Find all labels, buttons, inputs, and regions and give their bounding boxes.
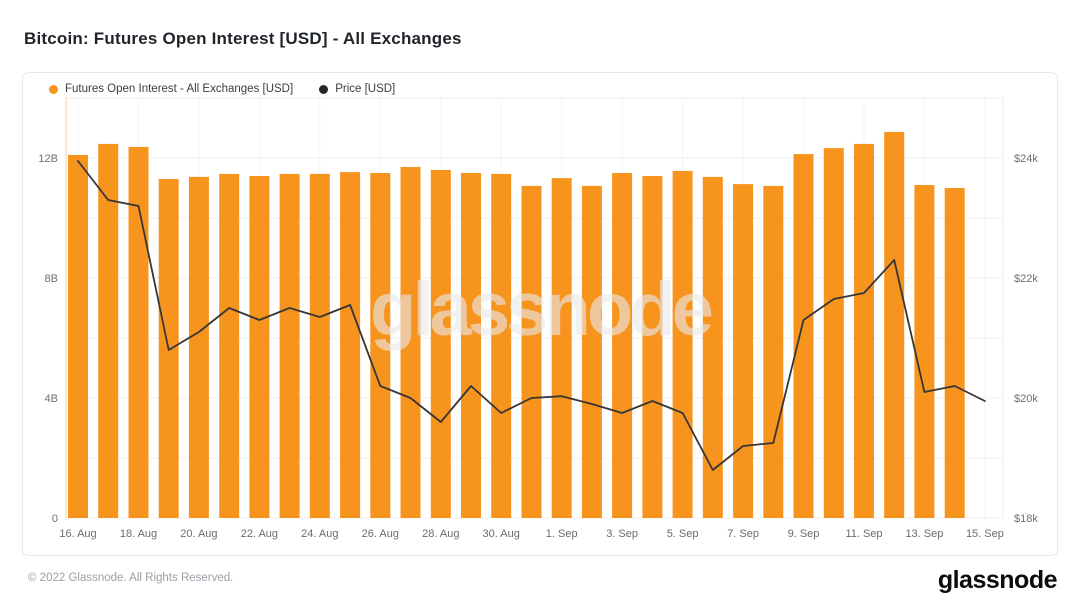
- right-axis-tick-label: $24k: [1014, 153, 1038, 165]
- open-interest-bar[interactable]: [612, 173, 633, 518]
- open-interest-bar[interactable]: [400, 167, 421, 518]
- x-axis-tick-label: 13. Sep: [905, 528, 943, 540]
- x-axis-tick-label: 16. Aug: [59, 528, 96, 540]
- open-interest-bar[interactable]: [854, 143, 874, 518]
- x-axis-tick-label: 24. Aug: [301, 528, 338, 540]
- x-axis-tick-label: 11. Sep: [845, 528, 882, 540]
- open-interest-bar[interactable]: [370, 173, 391, 518]
- x-axis-tick-label: 26. Aug: [362, 528, 399, 540]
- open-interest-bar[interactable]: [642, 176, 663, 518]
- x-axis-tick-label: 30. Aug: [483, 528, 520, 540]
- open-interest-bar[interactable]: [279, 173, 300, 518]
- chart-legend: Futures Open Interest - All Exchanges [U…: [49, 83, 395, 95]
- open-interest-bar[interactable]: [702, 176, 723, 518]
- open-interest-bar[interactable]: [763, 185, 784, 518]
- x-axis-tick-label: 22. Aug: [241, 528, 278, 540]
- right-axis-tick-label: $18k: [1014, 513, 1038, 525]
- open-interest-bar[interactable]: [340, 172, 361, 518]
- legend-label-price: Price [USD]: [335, 83, 396, 95]
- open-interest-bar[interactable]: [68, 155, 88, 518]
- open-interest-bar[interactable]: [581, 185, 602, 518]
- open-interest-bar[interactable]: [188, 176, 209, 518]
- open-interest-bar[interactable]: [884, 131, 905, 518]
- left-axis-tick-label: 0: [52, 513, 58, 525]
- open-interest-bar[interactable]: [733, 184, 754, 518]
- open-interest-bar[interactable]: [98, 143, 119, 518]
- open-interest-bar[interactable]: [491, 173, 512, 518]
- open-interest-bar[interactable]: [461, 173, 481, 518]
- x-axis-tick-label: 7. Sep: [727, 528, 759, 540]
- legend-dot-price-icon: [319, 84, 329, 94]
- glassnode-logo: glassnode: [937, 566, 1058, 594]
- x-axis-tick-label: 18. Aug: [120, 528, 157, 540]
- open-interest-bar[interactable]: [793, 154, 814, 518]
- x-axis-tick-label: 1. Sep: [546, 528, 578, 540]
- open-interest-bar[interactable]: [249, 176, 270, 518]
- left-axis-tick-label: 8B: [45, 273, 58, 285]
- open-interest-bar[interactable]: [914, 185, 935, 518]
- x-axis-tick-label: 5. Sep: [667, 528, 699, 540]
- open-interest-bar[interactable]: [219, 173, 240, 518]
- right-axis-tick-label: $20k: [1014, 393, 1038, 405]
- x-axis-tick-label: 20. Aug: [180, 528, 217, 540]
- x-axis-tick-label: 28. Aug: [422, 528, 459, 540]
- x-axis-tick-label: 3. Sep: [606, 528, 638, 540]
- page-title: Bitcoin: Futures Open Interest [USD] - A…: [24, 29, 462, 48]
- open-interest-bar-series: [68, 131, 965, 518]
- legend-item-open-interest[interactable]: Futures Open Interest - All Exchanges [U…: [49, 83, 293, 95]
- x-axis-tick-label: 9. Sep: [788, 528, 820, 540]
- legend-dot-open-interest-icon: [49, 84, 58, 94]
- left-axis-tick-label: 12B: [38, 153, 58, 165]
- x-axis-tick-label: 15. Sep: [966, 528, 1004, 540]
- open-interest-bar[interactable]: [823, 148, 844, 518]
- open-interest-bar[interactable]: [430, 170, 451, 518]
- open-interest-bar[interactable]: [128, 146, 149, 518]
- open-interest-bar[interactable]: [672, 170, 693, 518]
- legend-item-price[interactable]: Price [USD]: [319, 83, 395, 95]
- legend-label-open-interest: Futures Open Interest - All Exchanges [U…: [65, 83, 294, 95]
- left-axis-tick-label: 4B: [45, 393, 58, 405]
- footer-copyright: © 2022 Glassnode. All Rights Reserved.: [28, 572, 234, 584]
- open-interest-bar[interactable]: [309, 173, 330, 518]
- right-axis-tick-label: $22k: [1014, 273, 1038, 285]
- price-line[interactable]: [77, 160, 986, 471]
- open-interest-bar[interactable]: [551, 178, 572, 518]
- open-interest-bar[interactable]: [521, 185, 542, 518]
- open-interest-bar[interactable]: [944, 188, 965, 518]
